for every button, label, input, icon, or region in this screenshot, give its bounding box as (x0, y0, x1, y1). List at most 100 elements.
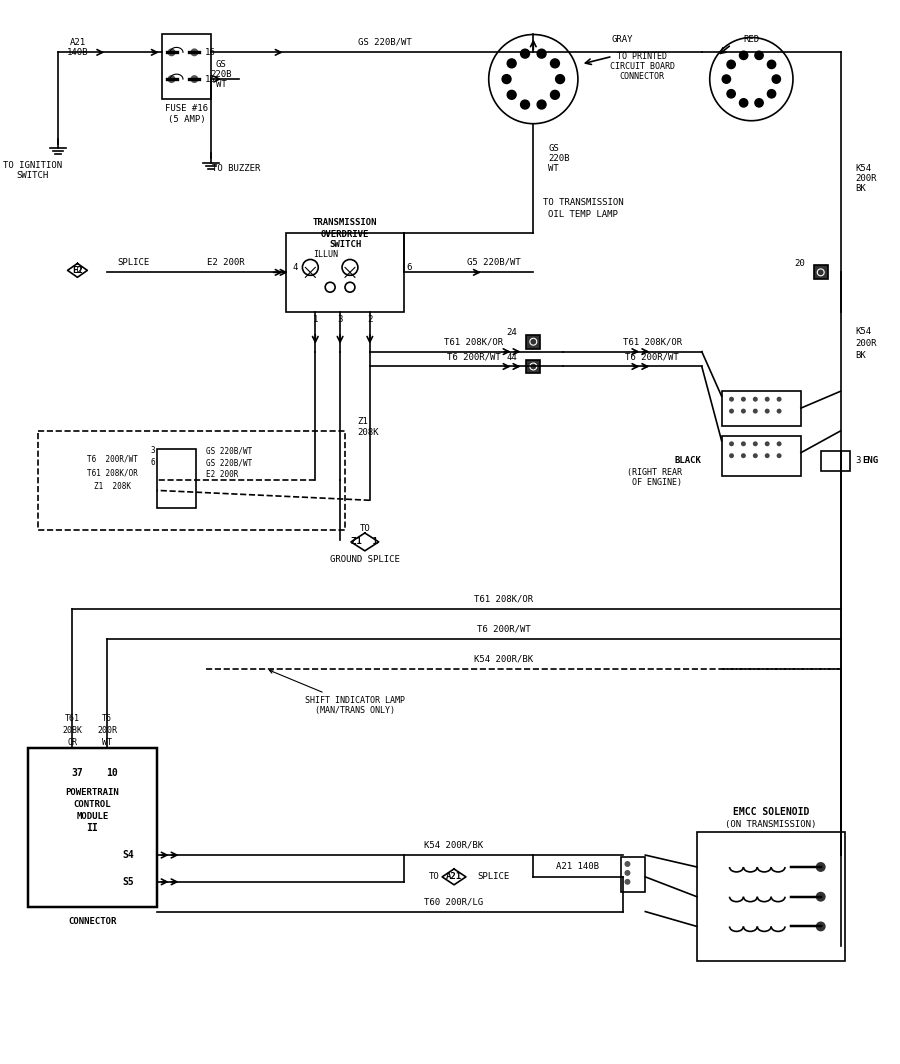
Circle shape (551, 59, 560, 68)
Text: (5 AMP): (5 AMP) (167, 115, 205, 124)
Circle shape (551, 90, 560, 99)
Text: SHIFT INDICATOR LAMP
(MAN/TRANS ONLY): SHIFT INDICATOR LAMP (MAN/TRANS ONLY) (269, 670, 405, 715)
Text: 3: 3 (150, 446, 155, 455)
Text: CONNECTOR: CONNECTOR (68, 917, 116, 926)
Circle shape (537, 49, 546, 59)
Text: SPLICE: SPLICE (478, 872, 509, 881)
Text: A21: A21 (69, 38, 86, 47)
Text: K54: K54 (855, 164, 871, 172)
Circle shape (777, 409, 781, 414)
Circle shape (765, 453, 770, 459)
Text: 220B: 220B (211, 69, 232, 79)
Text: 15: 15 (205, 74, 216, 84)
Text: CONNECTOR: CONNECTOR (620, 71, 665, 81)
Circle shape (755, 51, 763, 60)
Text: T61 208K/OR: T61 208K/OR (445, 337, 503, 346)
Circle shape (815, 862, 825, 871)
Circle shape (755, 99, 763, 107)
Text: S4: S4 (122, 850, 134, 860)
Circle shape (502, 74, 511, 84)
Circle shape (741, 397, 746, 402)
Text: EMCC SOLENOID: EMCC SOLENOID (733, 808, 809, 817)
Bar (28, 748, 157, 907)
Text: 200R: 200R (97, 726, 117, 735)
Circle shape (752, 442, 758, 446)
Bar (821, 451, 850, 470)
Circle shape (768, 89, 776, 98)
Text: 10: 10 (106, 768, 118, 778)
Text: 44: 44 (507, 353, 517, 362)
Circle shape (508, 90, 516, 99)
Circle shape (729, 442, 734, 446)
Text: RED: RED (743, 35, 760, 44)
Circle shape (191, 76, 198, 83)
Circle shape (772, 74, 780, 83)
Text: WT: WT (548, 164, 559, 172)
Circle shape (727, 61, 735, 68)
Text: 1: 1 (312, 315, 318, 325)
Bar (697, 832, 845, 961)
Text: TRANSMISSION: TRANSMISSION (313, 218, 377, 228)
Circle shape (729, 397, 734, 402)
Text: TO IGNITION: TO IGNITION (4, 161, 62, 170)
Circle shape (740, 99, 748, 107)
Circle shape (752, 453, 758, 459)
Text: GS 220B/WT: GS 220B/WT (206, 459, 253, 467)
Text: Z1  1: Z1 1 (351, 537, 378, 547)
Text: S5: S5 (122, 877, 134, 886)
Text: 4: 4 (292, 263, 298, 272)
Bar (285, 233, 404, 312)
Text: 208K: 208K (357, 429, 378, 437)
Text: K54 200R/BK: K54 200R/BK (425, 841, 483, 850)
Text: GROUND SPLICE: GROUND SPLICE (330, 555, 400, 564)
Circle shape (777, 397, 781, 402)
Text: T6 200R/WT: T6 200R/WT (626, 352, 680, 361)
Text: 24: 24 (507, 329, 517, 337)
Text: 6: 6 (407, 263, 412, 272)
Bar (526, 335, 540, 349)
Text: TO PRINTED: TO PRINTED (617, 52, 667, 61)
Bar (38, 431, 345, 530)
Bar (526, 360, 540, 373)
Circle shape (625, 879, 630, 885)
Text: A21 140B: A21 140B (556, 863, 599, 871)
Circle shape (729, 453, 734, 459)
Circle shape (777, 442, 781, 446)
Text: T6  200R/WT: T6 200R/WT (86, 454, 138, 463)
Text: Z1  208K: Z1 208K (94, 482, 130, 491)
Text: OVERDRIVE: OVERDRIVE (320, 230, 369, 239)
Text: WT: WT (216, 80, 227, 88)
Text: E2 200R: E2 200R (206, 470, 238, 479)
Circle shape (777, 453, 781, 459)
Bar (157, 449, 196, 509)
Text: 6: 6 (150, 459, 155, 467)
Circle shape (537, 100, 546, 109)
Circle shape (765, 409, 770, 414)
Text: GS: GS (548, 144, 559, 153)
Text: T61 208K/OR: T61 208K/OR (623, 337, 682, 346)
Circle shape (729, 409, 734, 414)
Circle shape (765, 397, 770, 402)
Text: T61: T61 (65, 714, 80, 722)
Circle shape (741, 409, 746, 414)
Text: TO: TO (359, 523, 370, 533)
Text: 220B: 220B (548, 154, 570, 163)
Circle shape (727, 89, 735, 98)
Text: (ON TRANSMISSION): (ON TRANSMISSION) (725, 820, 817, 829)
Text: T60 200R/LG: T60 200R/LG (425, 897, 483, 907)
Text: ENG: ENG (862, 456, 878, 465)
Text: POWERTRAIN: POWERTRAIN (66, 788, 119, 797)
Text: TO BUZZER: TO BUZZER (212, 164, 260, 172)
Circle shape (167, 76, 176, 83)
Text: 20BK: 20BK (62, 726, 83, 735)
Text: SWITCH: SWITCH (328, 240, 361, 249)
Circle shape (167, 48, 176, 56)
Text: E2: E2 (72, 266, 83, 275)
Circle shape (625, 870, 630, 876)
Circle shape (815, 921, 825, 931)
Circle shape (520, 100, 529, 109)
Text: 3: 3 (338, 315, 343, 325)
Text: 37: 37 (72, 768, 84, 778)
Bar (722, 436, 801, 476)
Text: 16: 16 (205, 48, 216, 56)
